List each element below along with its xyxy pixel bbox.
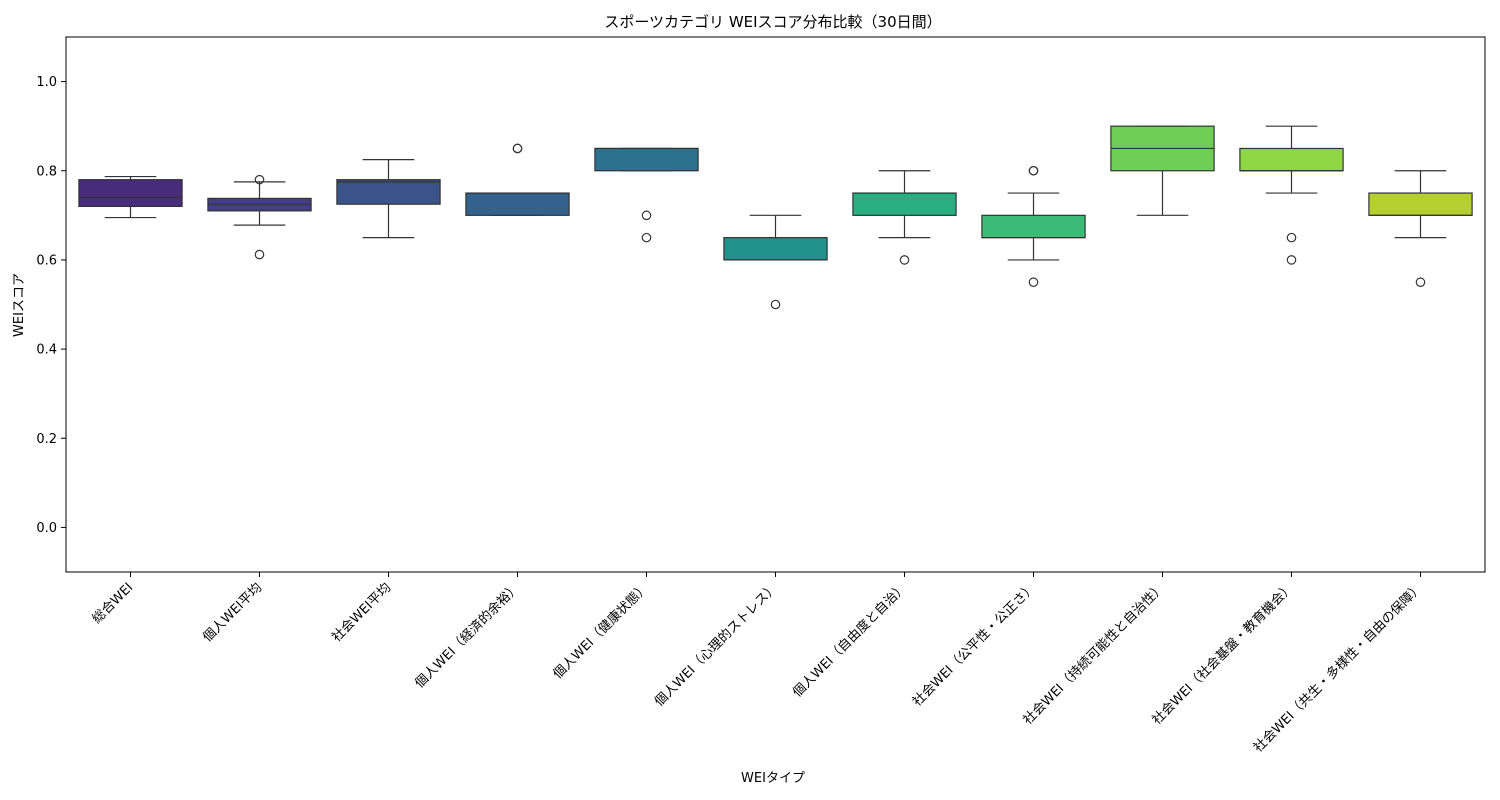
y-axis-label: WEIスコア xyxy=(12,273,27,337)
iqr-box xyxy=(981,214,1086,239)
iqr-box xyxy=(594,147,699,172)
box-10 xyxy=(1239,125,1344,265)
iqr-box xyxy=(336,179,441,205)
box-1 xyxy=(78,175,183,219)
x-axis-label: WEIタイプ xyxy=(741,771,805,786)
box-6 xyxy=(723,214,828,310)
iqr-box xyxy=(723,237,828,261)
y-tick-label: 0.2 xyxy=(36,432,57,447)
y-tick-label: 1.0 xyxy=(36,75,57,90)
x-axis: 総合WEI 個人WEI平均 社会WEI平均 個人WEI（経済的余裕） 個人WEI（健康状… xyxy=(90,572,1426,756)
y-tick-label: 0.4 xyxy=(36,343,57,358)
outlier-point xyxy=(1028,165,1039,176)
y-tick-label: 0.0 xyxy=(36,521,57,536)
box-7 xyxy=(852,170,957,265)
box-3 xyxy=(336,159,441,239)
box-8 xyxy=(981,165,1086,288)
iqr-box xyxy=(1239,147,1344,172)
iqr-box xyxy=(78,179,183,208)
outlier-point xyxy=(770,299,781,310)
outlier-point xyxy=(1415,277,1426,288)
outlier-point xyxy=(1028,277,1039,288)
box-11 xyxy=(1368,170,1473,288)
x-tick-label: 総合WEI xyxy=(90,580,137,627)
y-axis: 0.0 0.2 0.4 0.6 0.8 1.0 xyxy=(36,75,66,536)
x-tick-label: 個人WEI（経済的余裕） xyxy=(412,580,524,692)
chart-title: スポーツカテゴリ WEIスコア分布比較（30日間） xyxy=(604,13,941,31)
plot-frame xyxy=(65,36,1486,573)
x-tick-label: 個人WEI（健康状態） xyxy=(550,580,652,682)
outlier-point xyxy=(641,232,652,243)
x-tick-label: 社会WEI平均 xyxy=(329,580,395,646)
x-tick-label: 社会WEI（公平性・公正さ） xyxy=(909,580,1039,710)
y-tick-label: 0.6 xyxy=(36,253,57,268)
box-4 xyxy=(465,143,570,216)
iqr-box xyxy=(852,192,957,216)
outlier-point xyxy=(1286,255,1297,265)
outlier-point xyxy=(1286,232,1297,243)
iqr-box xyxy=(465,192,570,216)
y-tick-label: 0.8 xyxy=(36,164,57,179)
x-tick-label: 個人WEI平均 xyxy=(200,580,265,645)
outlier-point xyxy=(512,143,523,154)
boxes xyxy=(78,125,1473,310)
outlier-point xyxy=(254,249,265,260)
box-2 xyxy=(207,174,312,260)
outlier-point xyxy=(254,174,265,185)
x-tick-label: 社会WEI（持続可能性と自治性） xyxy=(1020,580,1168,728)
box-5 xyxy=(594,147,699,243)
outlier-point xyxy=(899,255,910,265)
box-9 xyxy=(1110,125,1215,216)
x-tick-label: 社会WEI（社会基盤・教育機会） xyxy=(1149,580,1297,728)
x-tick-label: 個人WEI（心理的ストレス） xyxy=(651,580,781,710)
outlier-point xyxy=(641,210,652,221)
iqr-box xyxy=(1368,192,1473,216)
x-tick-label: 個人WEI（自由度と自治） xyxy=(789,580,910,701)
